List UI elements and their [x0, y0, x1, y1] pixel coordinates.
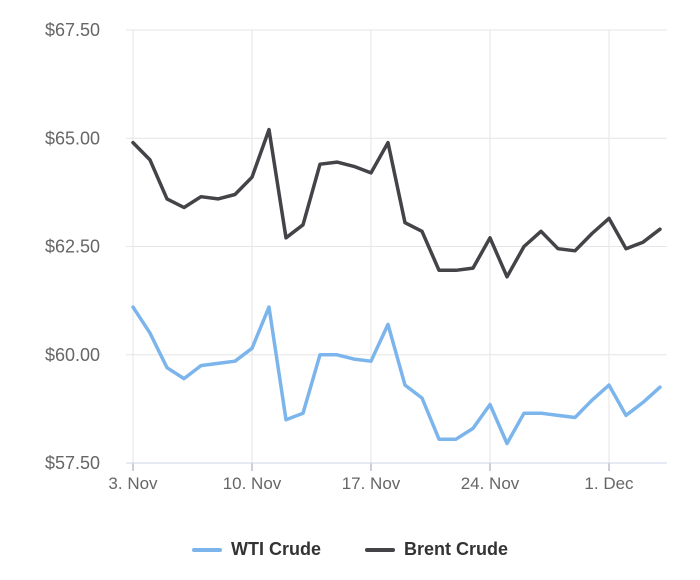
brent-line-swatch: [364, 547, 395, 552]
y-axis-label: $57.50: [45, 453, 100, 473]
x-axis-label: 24. Nov: [461, 474, 520, 493]
series-line-brent-crude[interactable]: [131, 127, 662, 279]
y-axis-label: $62.50: [45, 237, 100, 257]
x-axis-label: 17. Nov: [342, 474, 401, 493]
series-line-wti-crude[interactable]: [131, 305, 662, 446]
legend-label-brent: Brent Crude: [403, 539, 508, 559]
x-axis-label: 3. Nov: [108, 474, 158, 493]
x-axis-label: 1. Dec: [584, 474, 634, 493]
legend-label-wti: WTI Crude: [230, 539, 321, 559]
legend-item-wti[interactable]: WTI Crude: [191, 539, 321, 560]
y-axis-label: $60.00: [45, 345, 100, 365]
legend-item-brent[interactable]: Brent Crude: [364, 539, 508, 560]
wti-line-swatch: [191, 547, 222, 552]
y-axis-label: $65.00: [45, 128, 100, 148]
x-axis-label: 10. Nov: [223, 474, 282, 493]
chart-legend: WTI Crude Brent Crude: [0, 539, 700, 560]
y-axis-label: $67.50: [45, 20, 100, 40]
